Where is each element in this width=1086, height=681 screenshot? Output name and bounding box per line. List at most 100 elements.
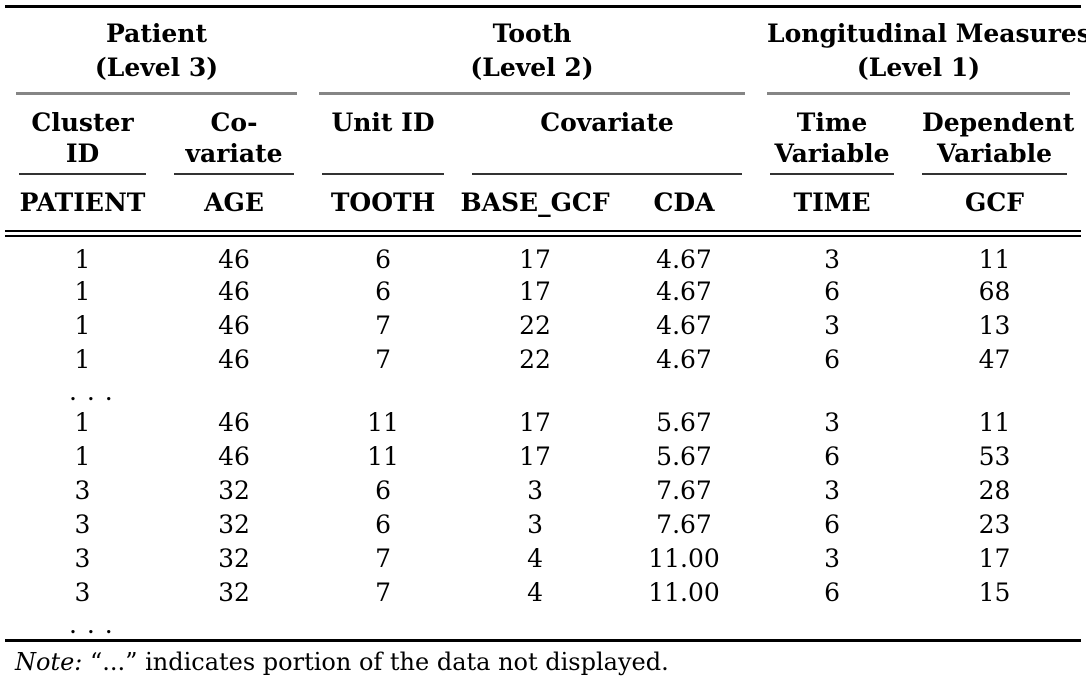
table-cell: 46 [218,442,250,471]
table-cell: 6 [824,510,840,539]
table-cell: 6 [375,277,391,306]
table-cell: 6 [824,442,840,471]
note-body: “...” indicates portion of the data not … [90,647,669,676]
subheader-covariate-patient: Co- variate [160,95,308,175]
group-underline [767,92,1071,95]
note-label: Note: [15,647,83,676]
subheader-underline [472,173,743,175]
subheader-line: Dependent [922,108,1075,137]
table-cell: 46 [218,408,250,437]
table-cell: 17 [519,408,551,437]
table-cell: 47 [978,345,1011,374]
table-cell: 15 [978,578,1011,607]
ellipsis-row: . . . [5,377,1081,406]
table-cell: 4 [527,544,543,573]
group-subtitle: (Level 1) [856,53,981,82]
subheader-line: variate [185,139,283,168]
table-cell: 6 [824,277,840,306]
group-subtitle: (Level 3) [94,53,219,82]
table-row: 1 46 11 17 5.67 6 53 [5,440,1081,474]
table-cell: 4 [527,578,543,607]
table-cell: 68 [978,277,1011,306]
table-cell: 6 [375,510,391,539]
column-header-base-gcf: BASE_GCF [458,175,613,237]
table-cell: 13 [978,311,1011,340]
table-cell: 7 [375,311,391,340]
table-row: 3 32 6 3 7.67 3 28 [5,474,1081,508]
subheader-dependent-variable: Dependent Variable [908,95,1081,175]
table-cell: 17 [519,277,551,306]
table-row: 3 32 6 3 7.67 6 23 [5,508,1081,542]
subheader-covariate-tooth: Covariate [458,95,756,175]
table-cell: 46 [218,311,250,340]
subheader-underline [19,173,146,175]
ellipsis-cell: . . . [5,609,1082,642]
group-header-patient: Patient (Level 3) [5,7,308,95]
group-header-tooth: Tooth (Level 2) [308,7,756,95]
ellipsis-row: . . . [5,609,1082,642]
table-cell: 23 [978,510,1011,539]
table-cell: 46 [218,277,250,306]
column-header-age: AGE [160,175,309,237]
subheader-line: Variable [936,139,1053,168]
table-cell: 46 [218,345,250,374]
table-cell: 3 [74,510,91,539]
table-cell: 4.67 [656,244,712,274]
table-cell: 32 [218,476,250,505]
group-underline [319,92,746,95]
table-cell: 28 [978,476,1011,505]
table-cell: 11 [978,244,1011,274]
table-cell: 1 [74,277,91,306]
group-header-row: Patient (Level 3) Tooth (Level 2) Longit… [5,7,1086,95]
table-header: Patient (Level 3) Tooth (Level 2) Longit… [5,7,1086,237]
subheader-time-variable: Time Variable [756,95,908,175]
column-header-cda: CDA [612,175,757,237]
table-cell: 1 [74,345,91,374]
subheader-line: Cluster [31,108,134,137]
subheader-line: Co- [210,108,258,137]
table-cell: 3 [824,244,840,274]
group-title: Patient [106,19,208,48]
table-cell: 3 [74,578,91,607]
table-cell: 46 [218,244,250,274]
table-cell: 6 [375,244,391,274]
table-row: 1 46 7 22 4.67 3 13 [5,309,1081,343]
subheader-underline [770,173,895,175]
table-cell: 4.67 [656,345,712,374]
table-cell: 6 [824,578,840,607]
table-row: 3 32 7 4 11.00 6 15 [5,576,1081,610]
column-header-patient: PATIENT [5,175,160,237]
table-cell: 3 [527,476,543,505]
group-subtitle: (Level 2) [470,53,594,82]
table-cell: 11 [978,408,1011,437]
table-cell: 7.67 [656,476,712,505]
subheader-line: Variable [774,139,890,168]
table-row: 1 46 6 17 4.67 6 68 [5,275,1081,309]
column-name-row: PATIENT AGE TOOTH BASE_GCF CDA TIME GCF [5,175,1082,237]
subheader-cluster-id: Cluster ID [5,95,160,175]
subheader-unit-id: Unit ID [308,95,458,175]
group-underline [16,92,298,95]
table-cell: 7 [375,544,391,573]
column-header-gcf: GCF [908,175,1082,237]
table-note: Note: “...” indicates portion of the dat… [5,642,1081,676]
subheader-line: Covariate [540,108,674,137]
table-cell: 1 [74,244,91,274]
table-cell: 4.67 [656,277,712,306]
table-cell: 22 [519,345,551,374]
table-cell: 3 [74,544,91,573]
table-cell: 22 [519,311,551,340]
table-cell: 1 [74,311,91,340]
table-row: 1 46 6 17 4.67 3 11 [5,234,1081,275]
table-cell: 11.00 [648,578,720,607]
table-body: 1 46 6 17 4.67 3 11 1 46 6 17 4.67 6 68 1 46 7 22 4.67 3 13 1… [5,234,1082,642]
table-cell: 5.67 [656,442,712,471]
group-title: Longitudinal Measures [767,19,1086,48]
table-cell: 3 [824,408,840,437]
table-cell: 17 [519,244,551,274]
table-cell: 3 [824,311,840,340]
subheader-line: ID [65,139,100,168]
table-cell: 7.67 [656,510,712,539]
table-cell: 3 [824,544,840,573]
subheader-row: Cluster ID Co- variate [5,95,1081,175]
